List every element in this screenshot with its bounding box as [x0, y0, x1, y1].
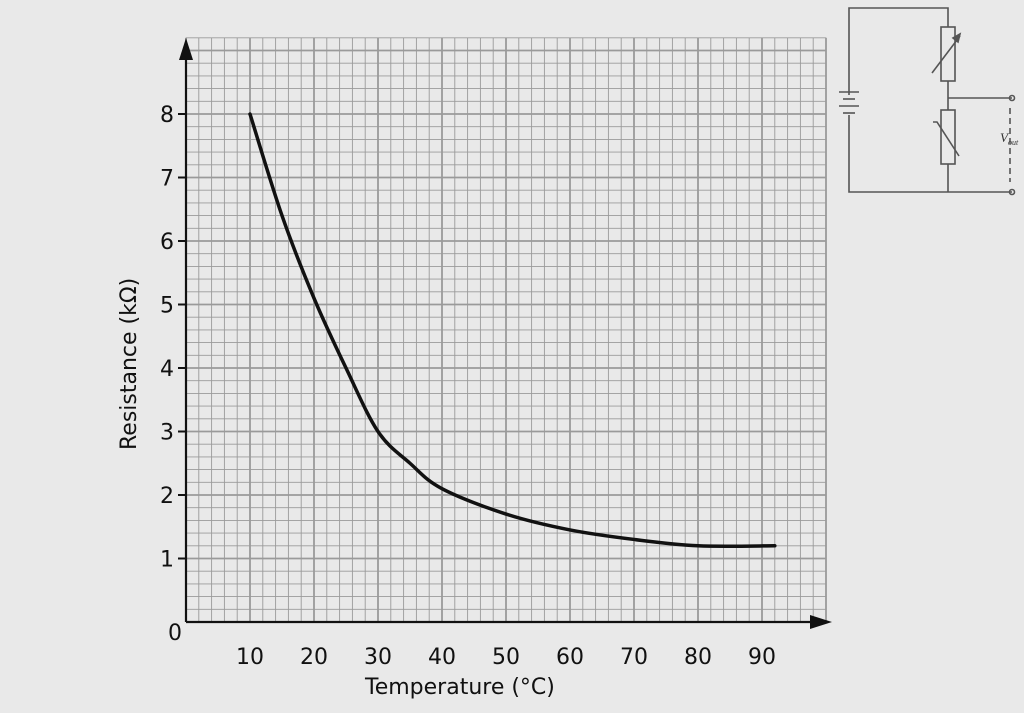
y-tick-label: 6	[160, 230, 174, 255]
arrow-head-icon	[951, 32, 962, 44]
x-tick-label: 30	[364, 645, 392, 670]
y-tick-label: 2	[160, 484, 174, 509]
y-tick-label: 3	[160, 421, 174, 446]
variable-arrow	[931, 35, 961, 74]
thermistor-line	[933, 121, 960, 157]
terminal	[1008, 94, 1016, 102]
origin-label: 0	[168, 621, 182, 646]
x-tick-label: 40	[428, 645, 456, 670]
x-tick-label: 50	[492, 645, 520, 670]
circuit-diagram	[839, 7, 1016, 196]
x-axis-label: Temperature (°C)	[364, 675, 555, 700]
tick-labels: 10 20 30 40 50 60 70 80 90 1 2 3 4 5 6 7 8	[160, 103, 776, 670]
axes	[179, 38, 832, 629]
y-tick-label: 7	[160, 167, 174, 192]
y-tick-label: 8	[160, 103, 174, 128]
x-axis-arrow-icon	[810, 615, 832, 629]
terminal	[1008, 188, 1016, 196]
circuit-wire-top	[848, 7, 949, 95]
y-tick-label: 1	[160, 548, 174, 573]
y-tick-label: 4	[160, 357, 174, 382]
grid	[185, 37, 827, 623]
x-tick-label: 90	[748, 645, 776, 670]
x-tick-label: 70	[620, 645, 648, 670]
variable-resistor	[940, 26, 956, 82]
x-tick-label: 60	[556, 645, 584, 670]
series-curve	[248, 112, 777, 549]
y-tick-label: 5	[160, 294, 174, 319]
circuit-wire-bottom	[848, 115, 1012, 193]
x-tick-label: 20	[300, 645, 328, 670]
y-axis-arrow-icon	[179, 38, 193, 60]
x-tick-label: 10	[236, 645, 264, 670]
vout-label: Vout	[1000, 130, 1019, 147]
thermistor	[940, 109, 956, 165]
y-axis-label: Resistance (kΩ)	[117, 278, 142, 450]
x-tick-label: 80	[684, 645, 712, 670]
